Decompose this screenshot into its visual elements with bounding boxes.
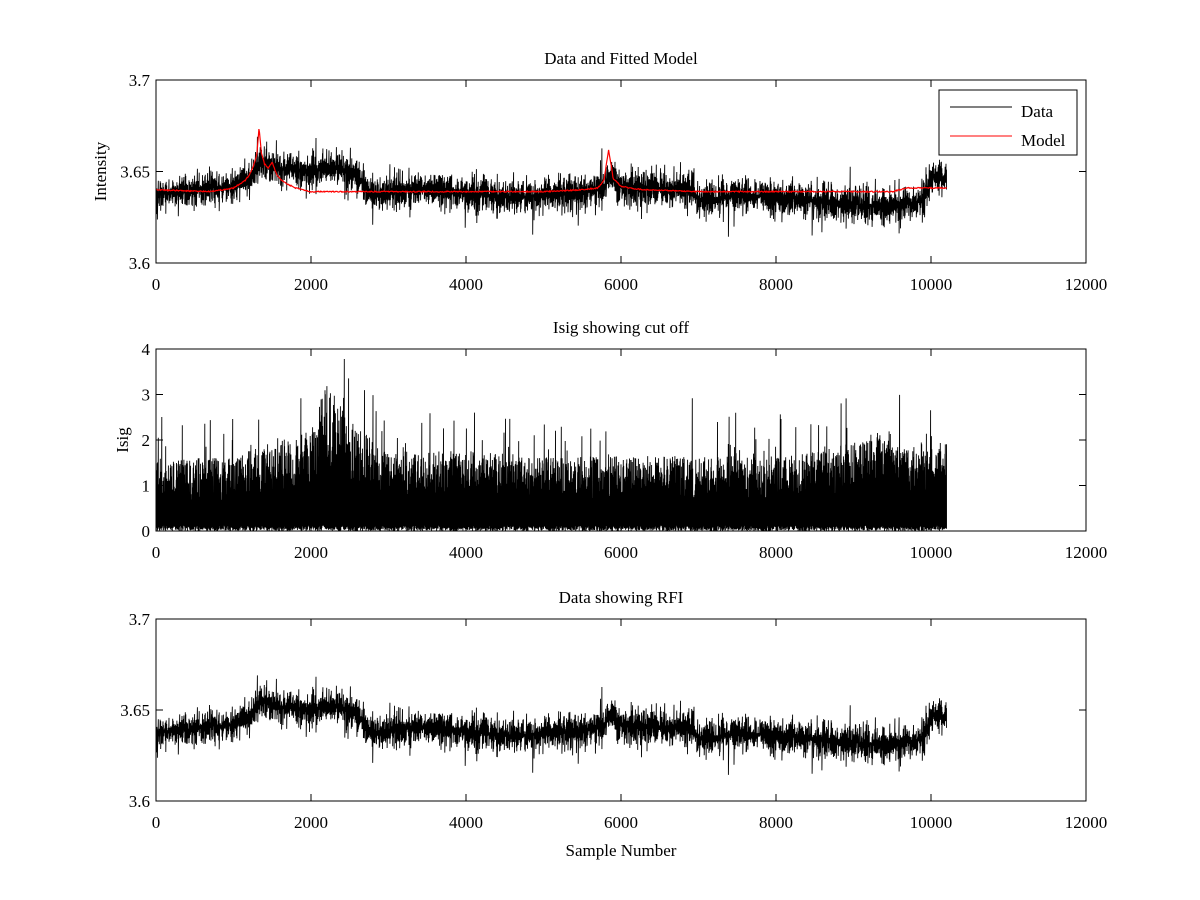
plot-marks <box>155 358 947 531</box>
y-tick-label: 3.65 <box>120 701 150 720</box>
x-tick-label: 2000 <box>294 275 328 294</box>
x-tick-label: 10000 <box>910 543 953 562</box>
subplot-data-rfi: Data showing RFI 0 2000 4000 6000 8000 10000 1… <box>120 588 1107 860</box>
x-tick-label: 2000 <box>294 813 328 832</box>
chart-title: Isig showing cut off <box>553 318 689 337</box>
legend-box <box>938 89 1078 156</box>
x-tick-label: 6000 <box>604 543 638 562</box>
axis-ticks: 0 2000 4000 6000 8000 10000 12000 3.6 3.65 3.7 <box>120 71 1107 294</box>
x-tick-label: 4000 <box>449 275 483 294</box>
subplot-isig: Isig showing cut off Isig 0 2000 4000 6000 8… <box>113 318 1107 562</box>
y-tick-label: 3.7 <box>129 610 151 629</box>
x-tick-label: 6000 <box>604 275 638 294</box>
x-tick-label: 6000 <box>604 813 638 832</box>
x-tick-label: 0 <box>152 543 161 562</box>
legend-label-model: Model <box>1021 131 1066 150</box>
x-tick-label: 4000 <box>449 543 483 562</box>
x-tick-label: 2000 <box>294 543 328 562</box>
x-tick-label: 12000 <box>1065 543 1108 562</box>
y-axis-label: Intensity <box>91 141 110 201</box>
axis-ticks: 0 2000 4000 6000 8000 10000 12000 0 1 2 3 4 <box>142 340 1108 562</box>
subplot-data-and-model: Data and Fitted Model Intensity 0 2000 400… <box>91 49 1107 294</box>
y-tick-label: 3.6 <box>129 792 150 811</box>
axis-ticks: 0 2000 4000 6000 8000 10000 12000 3.6 3.65 3.7 <box>120 610 1107 832</box>
y-axis-label: Isig <box>113 427 132 453</box>
x-tick-label: 8000 <box>759 275 793 294</box>
series-line <box>155 675 947 775</box>
y-tick-label: 4 <box>142 340 151 359</box>
y-tick-label: 3.65 <box>120 163 150 182</box>
series-line-model <box>155 128 947 194</box>
y-tick-label: 3.6 <box>129 254 150 273</box>
y-tick-label: 1 <box>142 477 151 496</box>
series-line <box>155 358 947 531</box>
y-tick-label: 0 <box>142 522 151 541</box>
y-tick-label: 3.7 <box>129 71 151 90</box>
x-tick-label: 12000 <box>1065 813 1108 832</box>
y-tick-label: 3 <box>142 386 151 405</box>
x-tick-label: 0 <box>152 275 161 294</box>
x-tick-label: 12000 <box>1065 275 1108 294</box>
x-tick-label: 4000 <box>449 813 483 832</box>
x-tick-label: 0 <box>152 813 161 832</box>
chart-title: Data showing RFI <box>559 588 684 607</box>
y-tick-label: 2 <box>142 431 151 450</box>
legend: Data Model <box>938 89 1078 156</box>
plot-marks <box>155 675 947 775</box>
x-tick-label: 8000 <box>759 543 793 562</box>
plot-marks <box>155 128 947 237</box>
legend-label-data: Data <box>1021 102 1054 121</box>
x-tick-label: 8000 <box>759 813 793 832</box>
series-line <box>155 136 947 237</box>
x-tick-label: 10000 <box>910 275 953 294</box>
chart-title: Data and Fitted Model <box>544 49 698 68</box>
x-axis-label: Sample Number <box>566 841 677 860</box>
x-tick-label: 10000 <box>910 813 953 832</box>
